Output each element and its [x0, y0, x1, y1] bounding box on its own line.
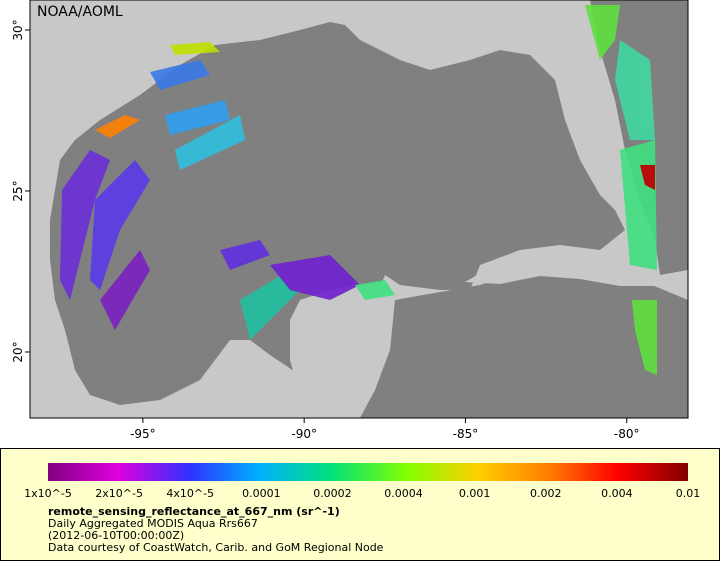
- lon-tick-label: -95°: [130, 427, 156, 441]
- colorbar-tick-label: 1x10^-5: [24, 487, 72, 500]
- lat-tick-label: 25°: [11, 180, 25, 201]
- colorbar-tick-label: 0.0004: [384, 487, 423, 500]
- colorbar-tick-label: 0.001: [459, 487, 491, 500]
- colorbar-tick-label: 0.004: [601, 487, 633, 500]
- cuba: [465, 255, 662, 286]
- lat-tick-label: 30°: [11, 19, 25, 40]
- yucatan: [290, 282, 395, 400]
- colorbar-tick-label: 0.002: [530, 487, 562, 500]
- colorbar-tick-label: 4x10^-5: [166, 487, 214, 500]
- map: [30, 0, 688, 418]
- lon-tick-label: -80°: [614, 427, 640, 441]
- colorbar: [48, 463, 688, 481]
- data-swaths: [60, 5, 657, 375]
- map-label: NOAA/AOML: [37, 4, 123, 20]
- colorbar-tick-label: 0.0001: [242, 487, 281, 500]
- lat-tick-label: 20°: [11, 341, 25, 362]
- lon-tick-label: -90°: [291, 427, 317, 441]
- legend-line: (2012-06-10T00:00:00Z): [48, 529, 184, 542]
- legend-line: Daily Aggregated MODIS Aqua Rrs667: [48, 517, 258, 530]
- caribbean-sea: [360, 268, 688, 418]
- colorbar-tick-label: 0.01: [676, 487, 701, 500]
- map-frame: [29, 0, 689, 419]
- colorbar-tick-label: 2x10^-5: [95, 487, 143, 500]
- legend-line: Data courtesy of CoastWatch, Carib. and …: [48, 541, 384, 554]
- legend-variable: remote_sensing_reflectance_at_667_nm (sr…: [48, 505, 340, 518]
- lon-tick-label: -85°: [453, 427, 479, 441]
- colorbar-tick-label: 0.0002: [313, 487, 352, 500]
